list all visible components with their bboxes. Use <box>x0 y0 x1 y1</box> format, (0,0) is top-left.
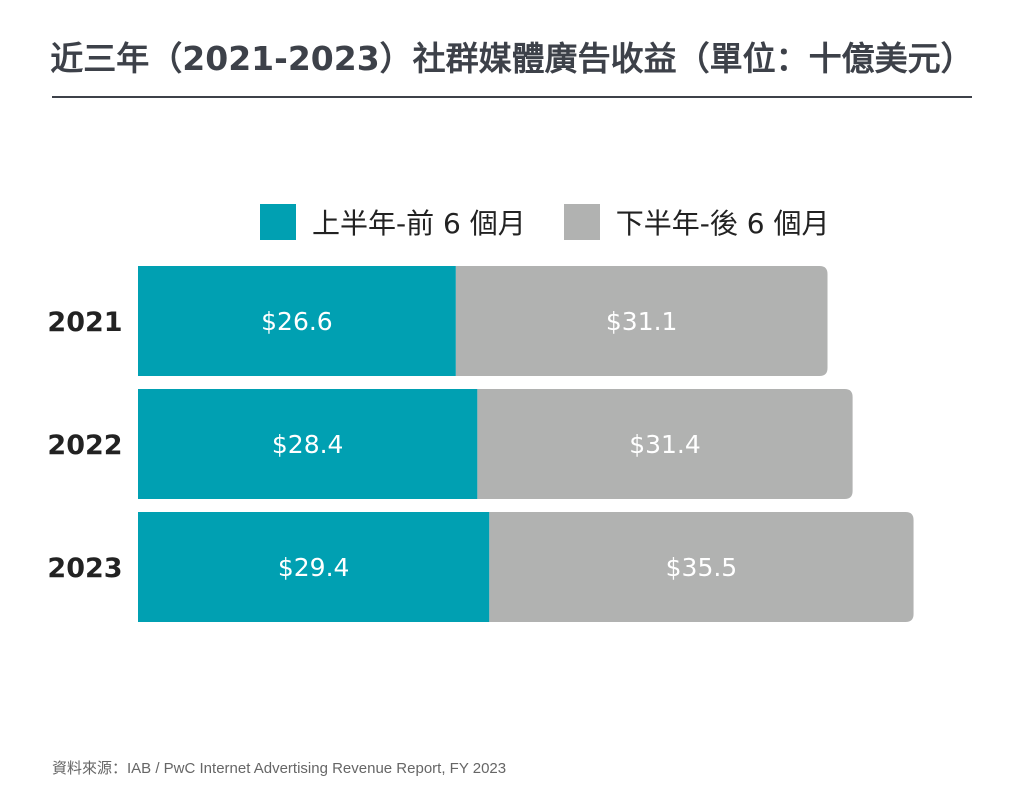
bar-2022-series-0 <box>138 389 478 499</box>
data-label-2023-series-1: $35.5 <box>666 553 738 582</box>
title-divider <box>52 96 972 98</box>
legend-swatch-second-half <box>563 204 600 240</box>
category-label-2021: 2021 <box>47 307 122 338</box>
data-label-2022-series-0: $28.4 <box>272 430 344 459</box>
data-label-2021-series-1: $31.1 <box>606 307 678 336</box>
data-label-2021-series-0: $26.6 <box>261 307 333 336</box>
source-note: 資料來源：IAB / PwC Internet Advertising Reve… <box>52 760 507 777</box>
legend-item-first-half: 上半年-前 6 個月 <box>260 202 526 242</box>
bar-2023-series-0 <box>138 512 490 622</box>
bar-2021-series-1 <box>455 266 828 376</box>
category-label-2022: 2022 <box>47 430 122 461</box>
bar-2021-series-0 <box>138 266 456 376</box>
chart-title: 近三年（2021-2023）社群媒體廣告收益（單位：十億美元） <box>50 39 974 78</box>
category-label-2023: 2023 <box>47 553 122 584</box>
data-label-2023-series-0: $29.4 <box>278 553 350 582</box>
legend-swatch-first-half <box>260 204 296 240</box>
legend-item-second-half: 下半年-後 6 個月 <box>563 202 830 242</box>
bar-2023-series-1 <box>489 512 914 622</box>
legend-label-second-half: 下半年-後 6 個月 <box>615 207 830 240</box>
legend-label-first-half: 上半年-前 6 個月 <box>312 207 526 240</box>
bar-2022-series-1 <box>477 389 853 499</box>
legend: 上半年-前 6 個月 下半年-後 6 個月 <box>260 202 867 242</box>
data-label-2022-series-1: $31.4 <box>629 430 701 459</box>
